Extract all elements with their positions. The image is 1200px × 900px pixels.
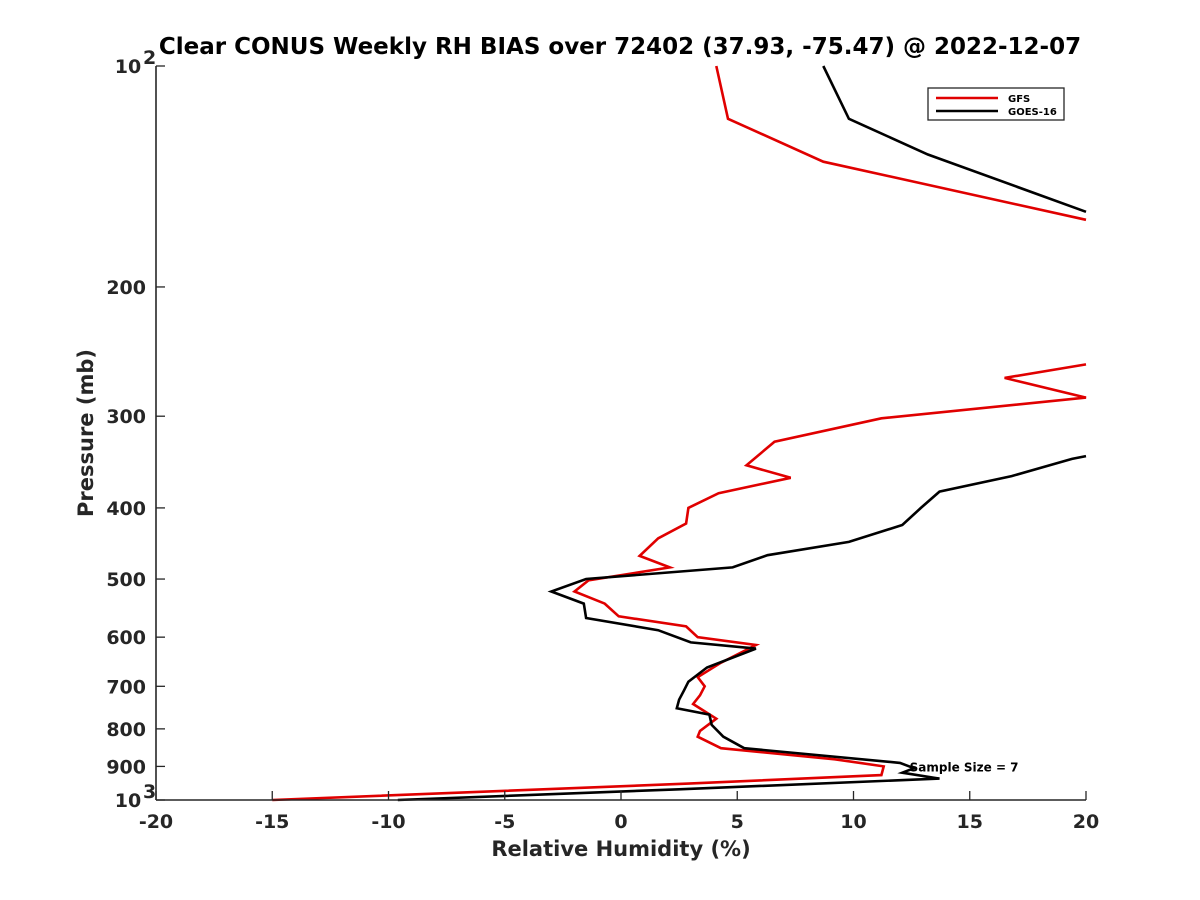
y-tick-label: 800 [106, 719, 146, 741]
x-tick-label: 5 [731, 811, 744, 833]
x-tick-label: 20 [1073, 811, 1099, 833]
y-tick-label: 300 [106, 406, 146, 428]
x-tick-label: -15 [255, 811, 289, 833]
x-tick-label: 0 [614, 811, 627, 833]
legend-box [927, 87, 1065, 121]
y-tick-label: 200 [106, 277, 146, 299]
legend: GFS GOES-16 [927, 87, 1065, 121]
x-tick-label: 15 [957, 811, 983, 833]
y-tick-label: 400 [106, 498, 146, 520]
x-axis-label: Relative Humidity (%) [491, 837, 750, 861]
legend-label-gfs: GFS [1008, 94, 1030, 105]
y-tick-label-exponent: 3 [143, 781, 156, 803]
plot-lines [272, 65, 1087, 802]
y-tick-label: 10 [115, 56, 141, 78]
legend-label-goes-16: GOES-16 [1008, 107, 1057, 118]
series-line-gfs [272, 65, 1087, 802]
chart-title: Clear CONUS Weekly RH BIAS over 72402 (3… [159, 34, 1081, 60]
y-tick-label-exponent: 2 [143, 47, 156, 69]
series-line-goes-16 [397, 65, 1087, 802]
x-tick-label: -10 [371, 811, 405, 833]
annotations: Sample Size = 7 [910, 760, 1019, 774]
y-tick-label: 500 [106, 569, 146, 591]
x-tick-label: -20 [139, 811, 173, 833]
y-tick-label: 600 [106, 627, 146, 649]
sample-size-annotation: Sample Size = 7 [910, 760, 1019, 774]
y-axis-label: Pressure (mb) [74, 349, 98, 517]
y-tick-label: 900 [106, 756, 146, 778]
x-tick-label: -5 [494, 811, 515, 833]
x-tick-label: 10 [840, 811, 866, 833]
y-tick-label: 10 [115, 790, 141, 812]
y-tick-label: 700 [106, 676, 146, 698]
